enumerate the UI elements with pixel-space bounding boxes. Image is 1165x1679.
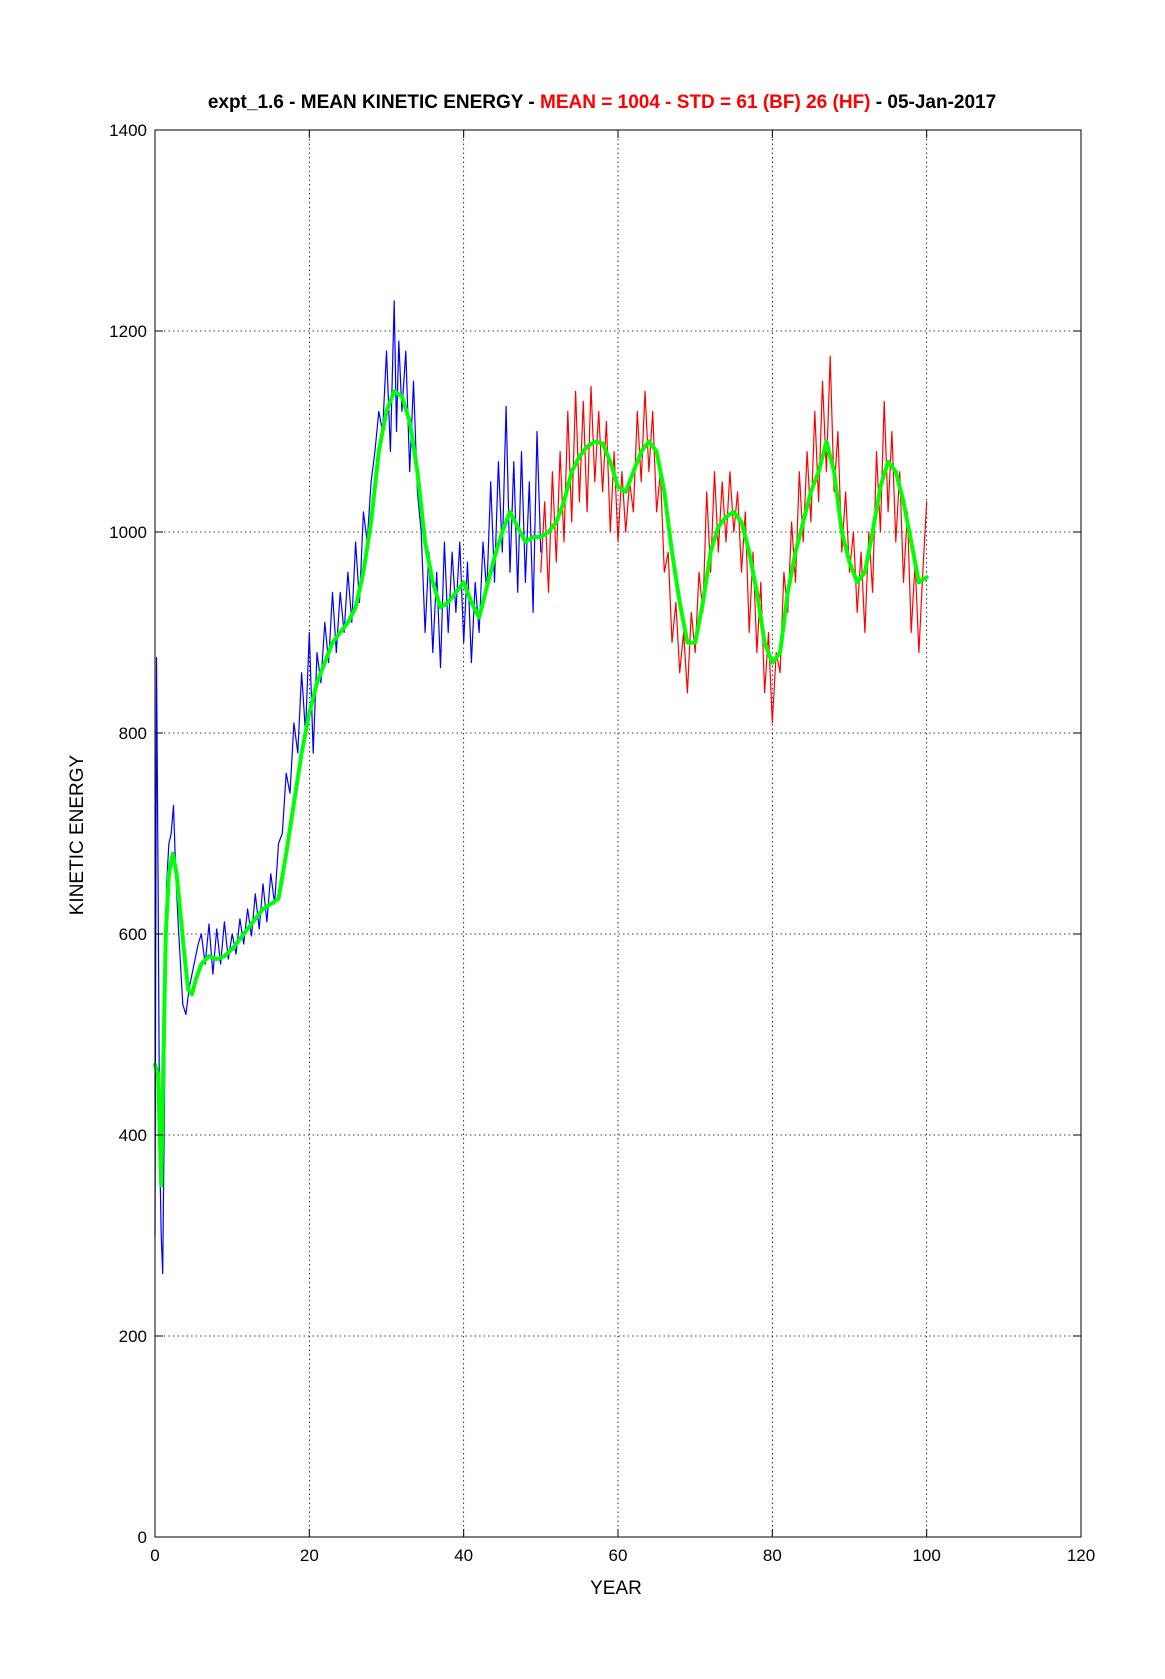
raw-series-line-0 xyxy=(154,300,542,1275)
chart-title-stats: MEAN = 1004 - STD = 61 (BF) 26 (HF) xyxy=(540,92,870,113)
x-tick-label: 40 xyxy=(454,1546,473,1565)
x-tick-label: 0 xyxy=(150,1546,159,1565)
raw-series-line-1 xyxy=(540,355,928,724)
chart-title: expt_1.6 - MEAN KINETIC ENERGY - MEAN = … xyxy=(208,92,996,113)
y-axis-label: KINETIC ENERGY xyxy=(67,754,88,915)
x-tick-label: 60 xyxy=(609,1546,628,1565)
grid-lines xyxy=(155,130,1081,1537)
y-tick-label: 600 xyxy=(119,925,147,944)
x-tick-label: 80 xyxy=(763,1546,782,1565)
y-tick-label: 1200 xyxy=(109,322,147,341)
chart-title-suffix: - 05-Jan-2017 xyxy=(871,92,997,113)
smoothed-series-line xyxy=(153,389,929,1188)
y-tick-label: 200 xyxy=(119,1327,147,1346)
x-tick-label: 100 xyxy=(912,1546,940,1565)
y-tick-label: 1000 xyxy=(109,523,147,542)
x-axis-label: YEAR xyxy=(590,1578,642,1599)
x-tick-label: 120 xyxy=(1067,1546,1095,1565)
y-tick-label: 800 xyxy=(119,724,147,743)
y-tick-label: 1400 xyxy=(109,121,147,140)
y-tick-label: 400 xyxy=(119,1126,147,1145)
x-tick-label: 20 xyxy=(300,1546,319,1565)
chart-title-prefix: expt_1.6 - MEAN KINETIC ENERGY - xyxy=(208,92,540,113)
data-series xyxy=(153,300,929,1275)
y-tick-label: 0 xyxy=(138,1528,147,1547)
